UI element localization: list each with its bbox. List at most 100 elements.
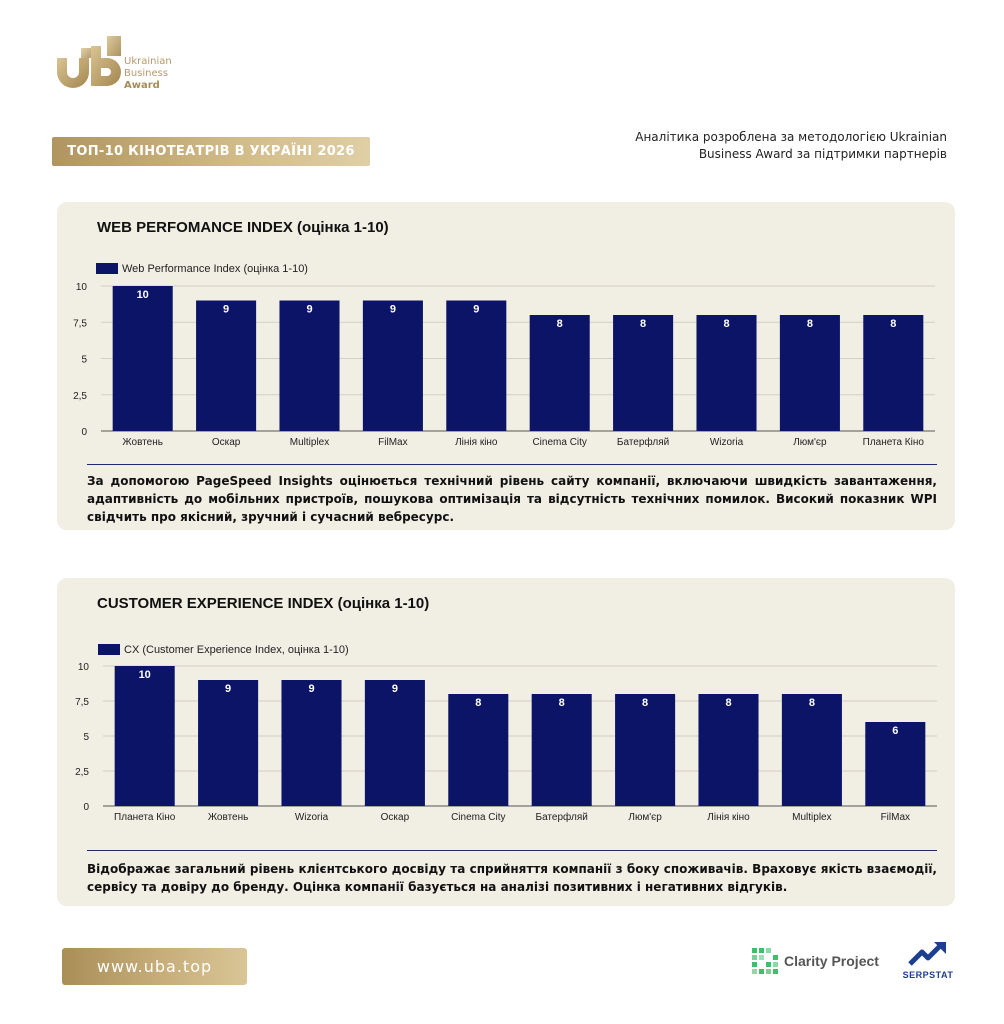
bar (281, 680, 342, 806)
y-tick-label: 2,5 (75, 767, 89, 778)
logo-line: Business (124, 68, 169, 79)
bar (529, 315, 590, 431)
bar-value-label: 8 (807, 318, 813, 330)
partner-serpstat: SERPSTAT (900, 940, 956, 980)
x-tick-label: Wizoria (710, 437, 744, 448)
x-tick-label: Cinema City (532, 437, 586, 448)
bar (863, 315, 924, 431)
bar (696, 315, 757, 431)
ukrainian-business-award-logo (57, 36, 121, 88)
bar (364, 680, 425, 806)
section-description: Відображає загальний рівень клієнтського… (87, 862, 937, 894)
bar (448, 694, 509, 806)
methodology-note-line: Аналітика розроблена за методологією Ukr… (635, 130, 947, 144)
x-tick-label: Оскар (381, 812, 410, 823)
bar-value-label: 9 (392, 683, 398, 695)
y-tick-label: 5 (81, 355, 87, 366)
bar-value-label: 8 (640, 318, 646, 330)
bar (865, 722, 926, 806)
y-tick-label: 10 (76, 282, 88, 293)
y-tick-label: 0 (81, 427, 87, 438)
bar-value-label: 8 (723, 318, 729, 330)
website-link[interactable]: www.uba.top (62, 948, 247, 985)
bar (613, 315, 674, 431)
x-tick-label: Лінія кіно (455, 437, 498, 448)
clarity-project-icon (752, 948, 778, 974)
bar (112, 286, 173, 431)
partner-name: Clarity Project (784, 953, 879, 969)
section-divider (87, 464, 937, 465)
x-tick-label: Wizoria (295, 812, 329, 823)
x-tick-label: FilMax (378, 437, 407, 448)
bar-value-label: 10 (139, 669, 151, 681)
legend-swatch (98, 644, 120, 655)
page-title-badge: ТОП-10 КІНОТЕАТРІВ В УКРАЇНІ 2026 (52, 137, 370, 166)
x-tick-label: Батерфляй (617, 436, 669, 448)
x-tick-label: Лінія кіно (707, 812, 750, 823)
bar-value-label: 8 (557, 318, 563, 330)
bar (114, 666, 175, 806)
x-tick-label: Оскар (212, 437, 241, 448)
y-tick-label: 7,5 (75, 697, 89, 708)
bar-value-label: 8 (642, 697, 648, 709)
legend-label: CX (Customer Experience Index, оцінка 1-… (124, 644, 349, 656)
bar (198, 680, 259, 806)
bar-value-label: 9 (390, 304, 396, 316)
y-tick-label: 0 (83, 802, 89, 813)
x-tick-label: Cinema City (451, 812, 505, 823)
x-tick-label: Люм'єр (628, 812, 662, 823)
bar-value-label: 8 (890, 318, 896, 330)
bar-value-label: 9 (473, 304, 479, 316)
x-tick-label: Планета Кіно (114, 812, 176, 823)
bar-value-label: 10 (137, 289, 149, 301)
serpstat-icon (908, 942, 946, 966)
x-tick-label: Батерфляй (536, 811, 588, 823)
y-tick-label: 10 (78, 662, 90, 673)
web-performance-card: WEB PERFOMANCE INDEX (оцінка 1-10) Web P… (57, 202, 955, 530)
bar-value-label: 9 (223, 304, 229, 316)
partner-name: SERPSTAT (902, 970, 954, 980)
logo-line: Ukrainian (124, 56, 172, 67)
web-performance-chart: Web Performance Index (оцінка 1-10) 0 2,5 5… (73, 263, 935, 448)
x-tick-label: Люм'єр (793, 437, 827, 448)
bar (781, 694, 842, 806)
bar-value-label: 6 (892, 725, 898, 737)
bar-value-label: 8 (475, 697, 481, 709)
bar (362, 300, 423, 431)
x-tick-label: Multiplex (290, 437, 329, 448)
legend-swatch (96, 263, 118, 274)
bar-value-label: 8 (809, 697, 815, 709)
y-tick-label: 2,5 (73, 391, 87, 402)
bar (615, 694, 676, 806)
bar (531, 694, 592, 806)
section-title: CUSTOMER EXPERIENCE INDEX (оцінка 1-10) (97, 595, 430, 612)
bar (279, 300, 340, 431)
partner-clarity-project: Clarity Project (752, 947, 879, 975)
bar (446, 300, 507, 431)
bar-value-label: 8 (725, 697, 731, 709)
bar (196, 300, 257, 431)
x-tick-label: Жовтень (208, 812, 249, 823)
logo-text: Ukrainian Business Award (124, 56, 172, 92)
bar (698, 694, 759, 806)
section-description: За допомогою PageSpeed Insights оцінюєть… (87, 474, 937, 524)
bar-value-label: 9 (225, 683, 231, 695)
methodology-note-line: Business Award за підтримки партнерів (698, 147, 947, 161)
methodology-note: Аналітика розроблена за методологією Ukr… (627, 129, 947, 163)
x-tick-label: FilMax (881, 812, 910, 823)
logo-line: Award (124, 80, 160, 91)
section-title: WEB PERFOMANCE INDEX (оцінка 1-10) (97, 219, 389, 236)
x-tick-label: Планета Кіно (863, 437, 925, 448)
y-tick-label: 7,5 (73, 318, 87, 329)
y-tick-label: 5 (83, 732, 89, 743)
customer-experience-chart: CX (Customer Experience Index, оцінка 1-… (75, 644, 937, 823)
bar-value-label: 9 (308, 683, 314, 695)
customer-experience-card: CUSTOMER EXPERIENCE INDEX (оцінка 1-10) … (57, 578, 955, 906)
section-divider (87, 850, 937, 851)
x-tick-label: Multiplex (792, 812, 831, 823)
bar-value-label: 9 (306, 304, 312, 316)
x-tick-label: Жовтень (122, 437, 163, 448)
bar-value-label: 8 (559, 697, 565, 709)
legend-label: Web Performance Index (оцінка 1-10) (122, 263, 308, 275)
bar (779, 315, 840, 431)
